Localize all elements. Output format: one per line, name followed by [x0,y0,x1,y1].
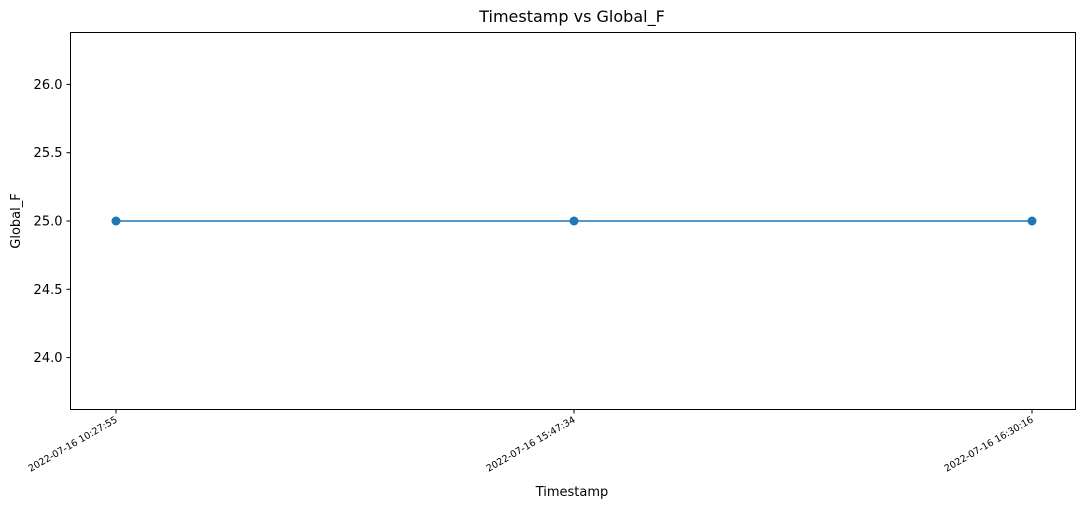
x-axis: 2022-07-16 10:27:55 2022-07-16 15:47:34 20… [27,409,1036,475]
plot-area [111,216,1037,226]
y-tick-label: 24.0 [34,351,63,366]
data-point [1027,216,1037,226]
y-tick-label: 24.5 [34,283,63,298]
chart-title: Timestamp vs Global_F [478,7,665,27]
y-axis-label: Global_F [9,193,24,248]
y-tick-label: 25.5 [34,146,63,161]
y-axis: 24.0 24.5 25.0 25.5 26.0 [34,78,71,366]
data-point [111,216,121,226]
data-point [569,216,579,226]
x-tick-label: 2022-07-16 15:47:34 [485,415,578,475]
y-tick-label: 25.0 [34,215,63,230]
x-axis-label: Timestamp [535,485,609,500]
x-tick-label: 2022-07-16 10:27:55 [27,415,120,475]
y-tick-label: 26.0 [34,78,63,93]
x-tick-label: 2022-07-16 16:30:16 [943,415,1036,475]
